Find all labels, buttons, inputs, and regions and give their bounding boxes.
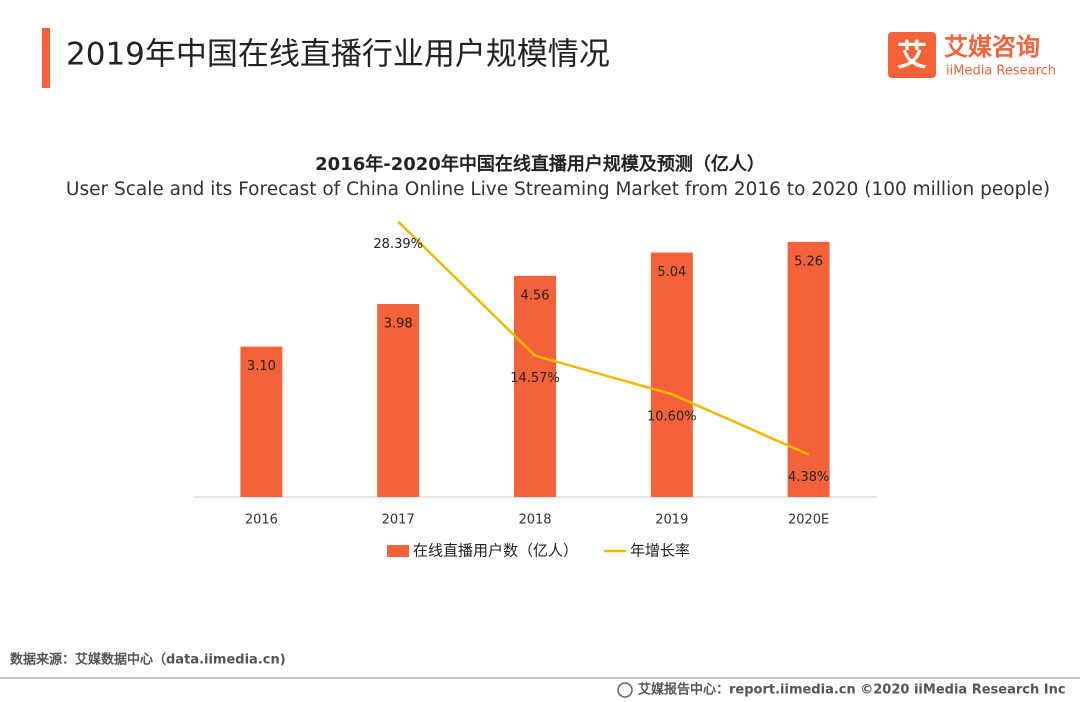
x-tick-label: 2019 (655, 513, 688, 528)
bar (240, 346, 283, 497)
data-label: 4.56 (521, 288, 550, 303)
bar (787, 241, 830, 497)
logo-text: 艾媒咨询 (944, 33, 1040, 61)
x-tick-label: 2020E (788, 513, 829, 528)
title-accent (42, 28, 50, 88)
data-label: 28.39% (373, 237, 423, 252)
bar (377, 303, 420, 497)
line (397, 220, 810, 456)
logo-subtext: iiMedia Research (946, 64, 1056, 79)
logo-glyph: 艾 (897, 39, 927, 74)
x-tick-label: 2018 (518, 513, 551, 528)
data-label: 14.57% (510, 371, 560, 386)
source: 数据来源：艾媒数据中心（data.iimedia.cn) (10, 652, 286, 668)
legend-label: 在线直播用户数（亿人） (413, 542, 578, 560)
data-label: 4.38% (788, 470, 829, 485)
data-label: 3.98 (384, 316, 413, 331)
x-tick-label: 2016 (245, 513, 278, 528)
x-tick-label: 2017 (382, 513, 415, 528)
logo-icon (888, 32, 936, 78)
globe-icon (617, 682, 633, 698)
page-title: 2019年中国在线直播行业用户规模情况 (66, 37, 610, 73)
chart-title: 2016年-2020年中国在线直播用户规模及预测（亿人） (315, 153, 765, 175)
data-label: 5.04 (657, 265, 686, 280)
chart-subtitle: User Scale and its Forecast of China Onl… (66, 179, 1050, 200)
bar (650, 252, 693, 497)
legend-label: 年增长率 (630, 542, 690, 560)
bar (514, 275, 556, 497)
data-label: 10.60% (647, 410, 697, 425)
data-label: 3.10 (247, 359, 276, 374)
legend-swatch (387, 545, 409, 557)
data-label: 5.26 (794, 254, 823, 269)
credit: 艾媒报告中心：report.iimedia.cn ©2020 iiMedia R… (638, 682, 1066, 698)
